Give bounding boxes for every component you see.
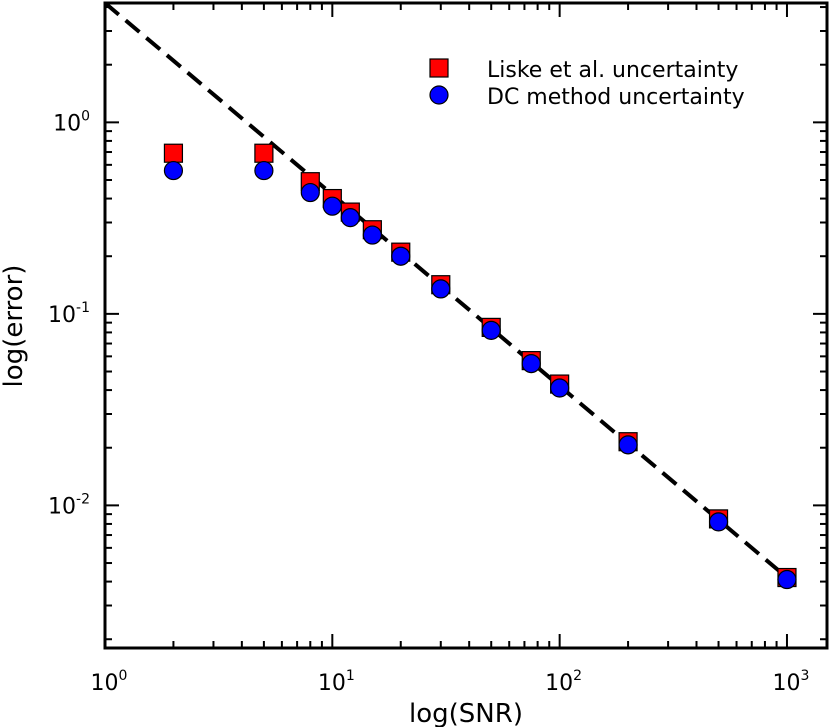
axis-ticks-layer (105, 3, 827, 648)
point-liske-1 (254, 143, 274, 163)
point-dc-6 (391, 246, 411, 266)
legend: Liske et al. uncertainty DC method uncer… (429, 58, 745, 110)
data-points-layer (163, 143, 797, 590)
x-tick-label: 102 (545, 668, 582, 696)
point-dc-0 (163, 160, 184, 181)
y-tick-label: 10-2 (48, 491, 90, 519)
x-axis-title: log(SNR) (409, 699, 523, 727)
point-dc-2 (300, 182, 320, 203)
point-dc-4 (340, 208, 360, 228)
point-dc-13 (777, 569, 797, 590)
y-tick-label: 10-1 (48, 300, 90, 328)
point-dc-10 (550, 378, 570, 398)
legend-marker-square (429, 58, 449, 78)
legend-label-dc: DC method uncertainty (487, 85, 745, 110)
legend-marker-circle (429, 85, 449, 105)
point-dc-5 (362, 225, 382, 245)
point-dc-3 (322, 196, 342, 216)
y-tick-label: 100 (53, 108, 90, 136)
point-dc-12 (708, 512, 729, 532)
x-tick-label: 100 (91, 668, 128, 696)
point-liske-0 (163, 143, 184, 163)
legend-label-liske: Liske et al. uncertainty (487, 58, 738, 83)
tick-labels-layer: 100 101 102 103 10-2 10-1 100 (48, 108, 809, 696)
point-dc-9 (521, 353, 541, 374)
x-tick-label: 103 (773, 668, 810, 696)
point-dc-1 (254, 160, 274, 181)
plot-frame (103, 1, 829, 650)
point-dc-8 (481, 320, 501, 340)
y-axis-title: log(error) (0, 265, 29, 388)
point-dc-7 (431, 279, 451, 299)
point-dc-11 (618, 435, 638, 455)
x-tick-label: 101 (318, 668, 355, 696)
